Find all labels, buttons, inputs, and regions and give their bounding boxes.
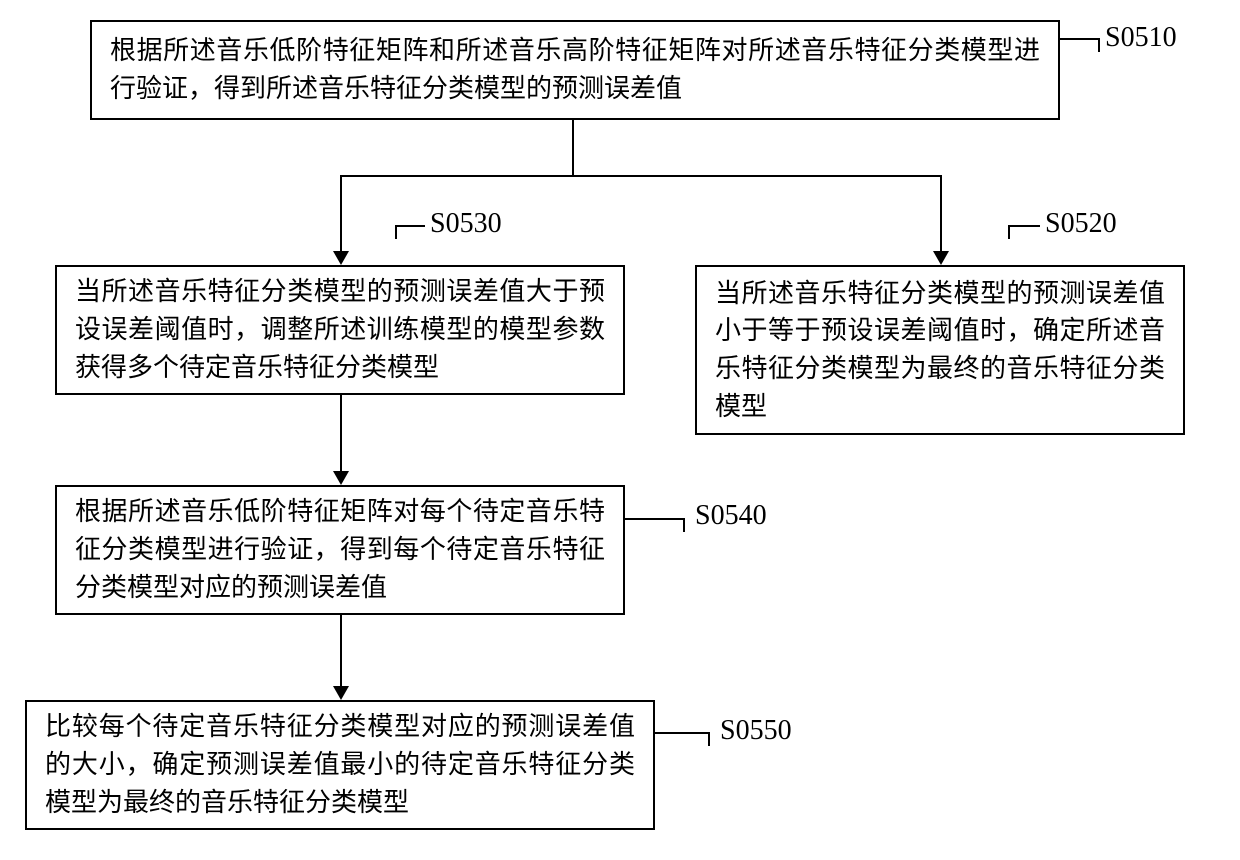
flow-node-s0540: 根据所述音乐低阶特征矩阵对每个待定音乐特征分类模型进行验证，得到每个待定音乐特征…: [55, 485, 625, 615]
leader-s0520: [1008, 225, 1040, 227]
arrowhead-s0540: [333, 471, 349, 485]
leader-s0510: [1060, 38, 1100, 40]
edge-s0540-s0550: [340, 615, 342, 686]
leader-hook-s0540: [683, 518, 685, 532]
label-s0510: S0510: [1105, 22, 1177, 54]
flow-node-s0550: 比较每个待定音乐特征分类模型对应的预测误差值的大小，确定预测误差值最小的待定音乐…: [25, 700, 655, 830]
edge-s0510-split: [572, 120, 574, 175]
flow-node-s0520: 当所述音乐特征分类模型的预测误差值小于等于预设误差阈值时，确定所述音乐特征分类模…: [695, 265, 1185, 435]
flow-node-s0540-text: 根据所述音乐低阶特征矩阵对每个待定音乐特征分类模型进行验证，得到每个待定音乐特征…: [75, 493, 605, 606]
label-s0540: S0540: [695, 500, 767, 532]
flow-node-s0550-text: 比较每个待定音乐特征分类模型对应的预测误差值的大小，确定预测误差值最小的待定音乐…: [45, 708, 635, 821]
edge-s0530-s0540: [340, 395, 342, 471]
leader-s0540: [625, 518, 685, 520]
leader-hook-s0530: [395, 225, 397, 239]
edge-split-s0530: [340, 175, 342, 251]
flow-node-s0530-text: 当所述音乐特征分类模型的预测误差值大于预设误差阈值时，调整所述训练模型的模型参数…: [75, 273, 605, 386]
arrowhead-s0530: [333, 251, 349, 265]
leader-hook-s0510: [1098, 38, 1100, 52]
flow-node-s0510: 根据所述音乐低阶特征矩阵和所述音乐高阶特征矩阵对所述音乐特征分类模型进行验证，得…: [90, 20, 1060, 120]
leader-s0550: [655, 732, 710, 734]
leader-hook-s0520: [1008, 225, 1010, 239]
flow-node-s0520-text: 当所述音乐特征分类模型的预测误差值小于等于预设误差阈值时，确定所述音乐特征分类模…: [715, 275, 1165, 426]
label-s0520: S0520: [1045, 208, 1117, 240]
label-s0550: S0550: [720, 715, 792, 747]
edge-hsplit: [340, 175, 942, 177]
leader-s0530: [395, 225, 425, 227]
flow-node-s0510-text: 根据所述音乐低阶特征矩阵和所述音乐高阶特征矩阵对所述音乐特征分类模型进行验证，得…: [110, 32, 1040, 107]
arrowhead-s0550: [333, 686, 349, 700]
arrowhead-s0520: [933, 251, 949, 265]
edge-split-s0520: [940, 175, 942, 251]
label-s0530: S0530: [430, 208, 502, 240]
leader-hook-s0550: [708, 732, 710, 746]
flow-node-s0530: 当所述音乐特征分类模型的预测误差值大于预设误差阈值时，调整所述训练模型的模型参数…: [55, 265, 625, 395]
